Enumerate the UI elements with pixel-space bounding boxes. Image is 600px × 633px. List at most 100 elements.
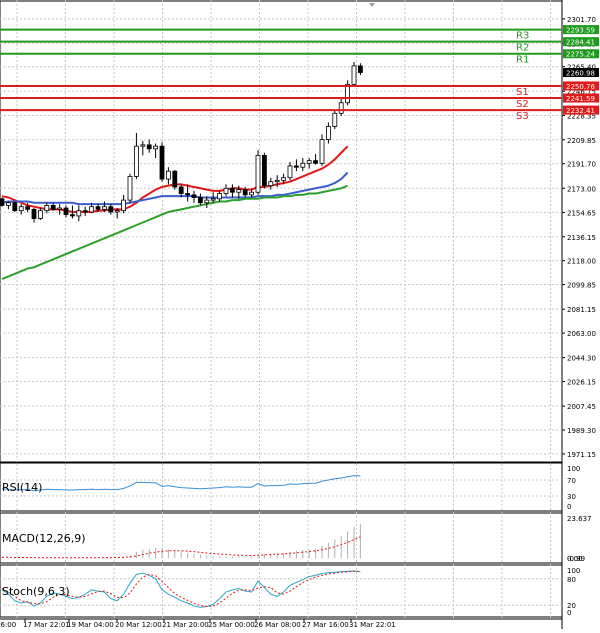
- candle-body: [197, 197, 203, 204]
- price-tick-label: 2136.15: [567, 234, 596, 242]
- candle: [89, 202, 94, 214]
- panel-tick-label: -0.99: [567, 555, 585, 563]
- candle: [102, 201, 107, 212]
- candle-body: [108, 206, 114, 213]
- candle-body: [50, 204, 56, 210]
- candle: [50, 202, 56, 211]
- candle: [12, 201, 18, 212]
- last-price-tag: 2260.98: [566, 70, 595, 78]
- candle: [223, 184, 229, 197]
- candle-body: [89, 206, 94, 213]
- candle: [338, 98, 344, 116]
- candle-body: [242, 189, 248, 196]
- candle: [153, 143, 159, 159]
- candle-body: [76, 210, 82, 217]
- level-price-tag: 2275.24: [566, 51, 595, 59]
- candle-body: [159, 145, 165, 180]
- indicator-panel-frame: [0, 512, 563, 564]
- candle: [114, 208, 120, 219]
- candle-body: [133, 145, 139, 177]
- price-tick-label: 1989.30: [567, 427, 596, 435]
- candle-body: [82, 210, 88, 213]
- candle-body: [357, 65, 363, 73]
- panel-tick-label: 30: [567, 493, 576, 501]
- price-tick-label: 2246.75: [567, 88, 596, 96]
- candle: [313, 154, 319, 165]
- candle: [255, 150, 261, 195]
- level-price-tag-bg: [563, 37, 599, 47]
- time-tick-label: 26 Mar 08:00: [254, 621, 301, 629]
- candle-body: [345, 83, 351, 104]
- time-tick-label: 17 Mar 22:01: [23, 621, 70, 629]
- candle-body: [6, 202, 11, 206]
- candle-body: [146, 144, 152, 150]
- price-tick-label: 2118.00: [567, 258, 596, 266]
- candle: [325, 122, 331, 144]
- level-name-r1: R1: [516, 55, 529, 66]
- panel-tick-label: 100: [567, 465, 580, 473]
- level-price-tag-bg: [563, 49, 599, 59]
- panel-tick-label: 0.00: [567, 555, 583, 563]
- candle: [6, 201, 11, 210]
- candle: [351, 61, 357, 87]
- panel-title: RSI(14): [2, 481, 42, 494]
- time-tick-label: 20 Mar 12:00: [115, 621, 162, 629]
- candle: [25, 202, 31, 212]
- panel-tick-label: 20: [567, 602, 576, 610]
- candle-body: [217, 193, 223, 200]
- candle: [165, 167, 171, 185]
- panel-title: MACD(12,26,9): [2, 532, 86, 545]
- candle-body: [153, 145, 159, 150]
- time-tick-label: 16:00: [0, 621, 16, 629]
- candle: [38, 208, 43, 220]
- price-tick-label: 2301.70: [567, 16, 596, 24]
- candle: [95, 204, 101, 212]
- candle: [146, 139, 152, 153]
- candle: [236, 185, 242, 199]
- candle: [159, 142, 165, 182]
- level-price-tag-bg: [563, 81, 599, 91]
- price-tick-label: 2026.15: [567, 379, 596, 387]
- price-tick-label: 2265.40: [567, 64, 596, 72]
- moving-average-line: [1, 184, 348, 281]
- panel-tick-label: 70: [567, 477, 576, 485]
- candle-body: [229, 187, 235, 193]
- candle-body: [351, 65, 357, 85]
- candle: [108, 204, 114, 215]
- stoch-d-line: [1, 570, 361, 608]
- candle-body: [185, 193, 191, 196]
- candle: [63, 205, 69, 218]
- price-tick-label: 2099.85: [567, 282, 596, 290]
- price-tick-label: 2044.30: [567, 355, 596, 363]
- candle-body: [300, 162, 306, 168]
- candle: [178, 184, 184, 198]
- candle-body: [293, 165, 299, 168]
- price-tick-label: 2007.45: [567, 403, 596, 411]
- candle: [319, 134, 325, 166]
- candle: [191, 190, 197, 203]
- candle-body: [255, 154, 261, 193]
- chart-shift-marker-icon: [369, 3, 375, 7]
- level-price-tag: 2232.41: [566, 107, 595, 115]
- last-price-tag-bg: [563, 68, 599, 78]
- candle-body: [114, 210, 120, 213]
- panel-title: Stoch(9,6,3): [2, 585, 70, 598]
- candle-body: [313, 160, 319, 164]
- candle: [18, 204, 24, 215]
- candle: [57, 204, 62, 215]
- candle-body: [332, 112, 338, 127]
- candle-body: [38, 210, 43, 219]
- price-tick-label: 2063.00: [567, 330, 596, 338]
- price-tick-label: 1971.15: [567, 451, 596, 459]
- candle-body: [287, 165, 293, 179]
- price-tick-label: 2154.65: [567, 209, 596, 217]
- candle-body: [236, 189, 242, 193]
- candle-body: [210, 198, 216, 201]
- candle: [127, 173, 133, 203]
- price-tick-label: 2209.85: [567, 137, 596, 145]
- candle: [293, 159, 299, 172]
- candle: [172, 169, 178, 190]
- candle-body: [12, 202, 18, 212]
- candle-body: [31, 208, 37, 219]
